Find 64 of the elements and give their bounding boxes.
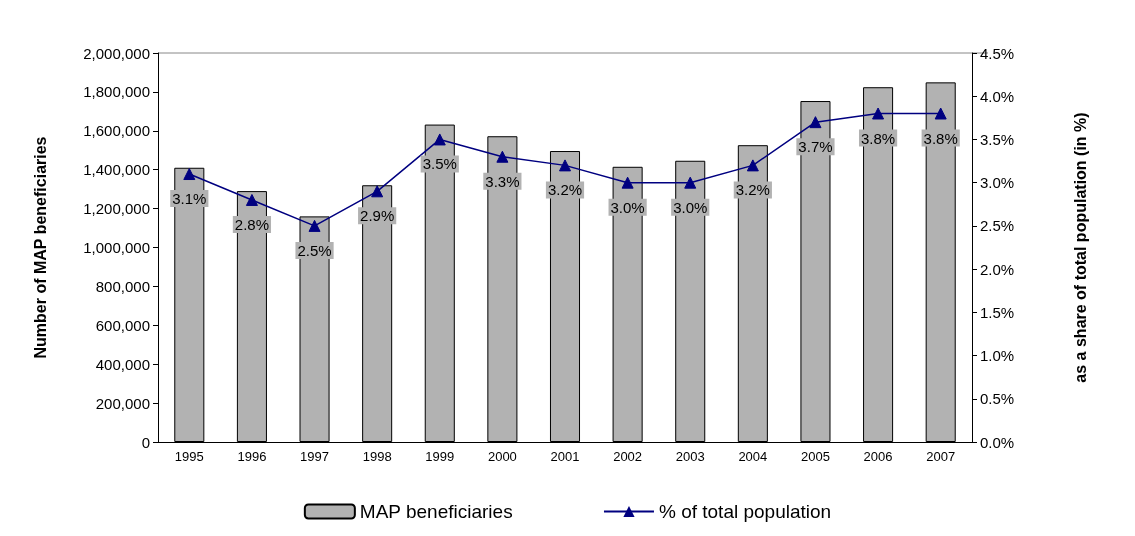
point <box>559 159 571 172</box>
y-tick-label: 200,000 <box>95 394 150 412</box>
y-tick-label: 1,200,000 <box>83 200 150 218</box>
data-label: 3.5% <box>422 155 457 173</box>
legend-label: MAP beneficiaries <box>359 501 513 522</box>
point <box>371 185 384 198</box>
point <box>934 107 947 120</box>
y2-tick-label: 1.0% <box>980 347 1015 365</box>
data-label: 3.7% <box>798 138 833 156</box>
y-tick-label: 800,000 <box>95 277 150 295</box>
data-label: 3.0% <box>673 198 708 216</box>
y2-tick-label: 0.5% <box>980 390 1015 408</box>
data-label: 2.5% <box>297 241 332 259</box>
y-tick-label: 1,000,000 <box>83 239 150 256</box>
point <box>684 176 697 189</box>
data-label: 3.0% <box>610 198 645 216</box>
y2-tick-label: 0.0% <box>980 433 1015 451</box>
point <box>496 150 509 163</box>
point <box>433 133 446 146</box>
x-tick-label: 2000 <box>487 449 517 464</box>
x-tick-label: 1998 <box>362 449 392 464</box>
y2-axis-title: as a share of total population (in %) <box>1071 112 1089 383</box>
y-tick-label: 600,000 <box>95 316 150 334</box>
data-label: 2.8% <box>234 215 270 233</box>
y-axis-title: Number of MAP beneficiaries <box>31 136 49 359</box>
point <box>746 159 759 172</box>
y-tick-label: 1,600,000 <box>83 122 150 140</box>
y2-tick-label: 2.0% <box>980 260 1015 278</box>
x-tick-label: 2005 <box>801 449 830 464</box>
data-label: 3.3% <box>485 172 520 190</box>
data-label: 3.2% <box>735 181 770 199</box>
y2-tick-label: 1.5% <box>980 303 1015 321</box>
y-tick-label: 2,000,000 <box>83 44 150 62</box>
x-tick-label: 2007 <box>926 449 956 464</box>
point <box>245 193 258 206</box>
y2-tick-label: 3.5% <box>980 130 1015 148</box>
data-label: 3.8% <box>923 129 958 147</box>
x-tick-label: 2002 <box>613 449 643 464</box>
point <box>621 176 634 189</box>
y2-tick-label: 4.5% <box>980 44 1015 62</box>
point <box>809 116 822 129</box>
legend-label: % of total population <box>658 501 832 522</box>
y2-tick-label: 3.0% <box>980 174 1015 192</box>
point <box>308 219 321 232</box>
y-tick-label: 0 <box>141 433 150 451</box>
y2-tick-label: 2.5% <box>980 217 1015 235</box>
x-tick-label: 1996 <box>237 449 267 464</box>
y-tick-label: 400,000 <box>95 355 150 373</box>
x-tick-label: 1997 <box>300 449 329 464</box>
x-tick-label: 1995 <box>174 449 204 464</box>
x-tick-label: 2001 <box>550 449 580 464</box>
data-label: 3.2% <box>547 181 583 199</box>
point <box>183 168 196 181</box>
x-tick-label: 2003 <box>675 449 705 464</box>
x-tick-label: 2004 <box>738 449 768 464</box>
data-label: 2.9% <box>360 207 395 225</box>
y-tick-label: 1,800,000 <box>83 83 150 101</box>
y-tick-label: 1,400,000 <box>83 161 150 179</box>
x-tick-label: 1999 <box>425 449 455 464</box>
data-label: 3.1% <box>172 190 207 208</box>
point <box>872 107 885 120</box>
y2-tick-label: 4.0% <box>980 87 1015 105</box>
data-label: 3.8% <box>860 129 896 147</box>
x-tick-label: 2006 <box>863 449 893 464</box>
